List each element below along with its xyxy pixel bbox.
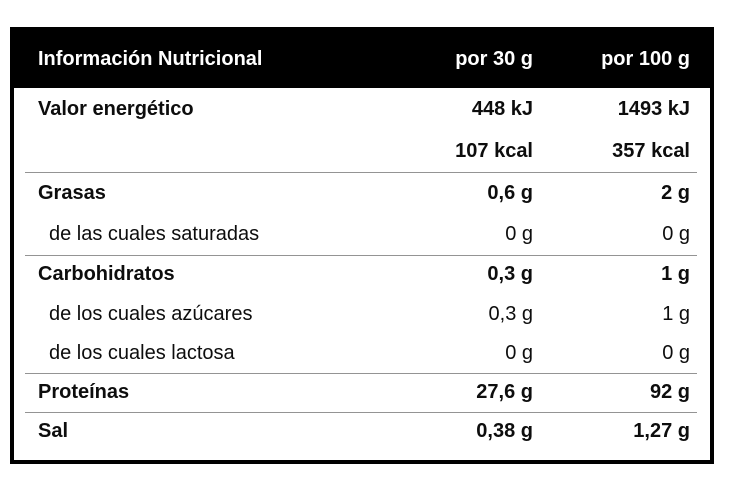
value-per-100g: 0 g xyxy=(662,342,690,364)
nutrient-label: de los cuales azúcares xyxy=(49,302,253,325)
nutrient-label: de los cuales lactosa xyxy=(49,342,235,364)
nutrient-label: Sal xyxy=(38,420,69,442)
value-per-30g: 0 g xyxy=(505,223,533,245)
table-row: Grasas 0,6 g 2 g xyxy=(14,172,710,214)
value-per-30g: 27,6 g xyxy=(476,381,533,403)
table-row: Valor energético 448 kJ 1493 kJ xyxy=(14,88,710,130)
table-row: de los cuales lactosa 0 g 0 g xyxy=(14,334,710,373)
value-per-100g: 2 g xyxy=(661,181,690,204)
table-body: Valor energético 448 kJ 1493 kJ 107 kcal… xyxy=(14,88,710,460)
table-row: Proteínas 27,6 g 92 g xyxy=(14,373,710,412)
table-row: de los cuales azúcares 0,3 g 1 g xyxy=(14,294,710,334)
nutrient-label: de las cuales saturadas xyxy=(49,223,260,245)
table-header-row: Información Nutricional por 30 g por 100… xyxy=(14,31,710,88)
value-per-100g: 1 g xyxy=(661,263,690,285)
value-per-30g: 0,38 g xyxy=(476,420,533,442)
value-per-100g: 1,27 g xyxy=(633,420,690,442)
value-per-30g: 0,6 g xyxy=(487,181,533,204)
value-per-100g: 92 g xyxy=(649,381,690,403)
table-row: Carbohidratos 0,3 g 1 g xyxy=(14,255,710,294)
column-header-per-100g: por 100 g xyxy=(601,48,690,70)
value-per-30g: 0 g xyxy=(505,342,533,364)
value-per-30g: 0,3 g xyxy=(487,263,533,285)
value-per-30g: 107 kcal xyxy=(455,139,533,162)
value-per-100g: 0 g xyxy=(662,223,690,245)
value-per-30g: 448 kJ xyxy=(471,97,533,120)
value-per-100g: 1 g xyxy=(662,302,690,325)
nutrient-label: Grasas xyxy=(38,181,106,204)
table-row: de las cuales saturadas 0 g 0 g xyxy=(14,214,710,255)
value-per-100g: 1493 kJ xyxy=(617,97,690,120)
table-row: Sal 0,38 g 1,27 g xyxy=(14,412,710,460)
table-title: Información Nutricional xyxy=(38,48,263,70)
nutrient-label: Valor energético xyxy=(38,97,194,120)
table-row: 107 kcal 357 kcal xyxy=(14,130,710,172)
nutrient-label: Carbohidratos xyxy=(38,263,175,285)
column-header-per-30g: por 30 g xyxy=(455,48,533,70)
value-per-30g: 0,3 g xyxy=(488,302,533,325)
value-per-100g: 357 kcal xyxy=(612,139,690,162)
nutrient-label: Proteínas xyxy=(38,381,130,403)
nutrition-table: Información Nutricional por 30 g por 100… xyxy=(10,27,714,464)
